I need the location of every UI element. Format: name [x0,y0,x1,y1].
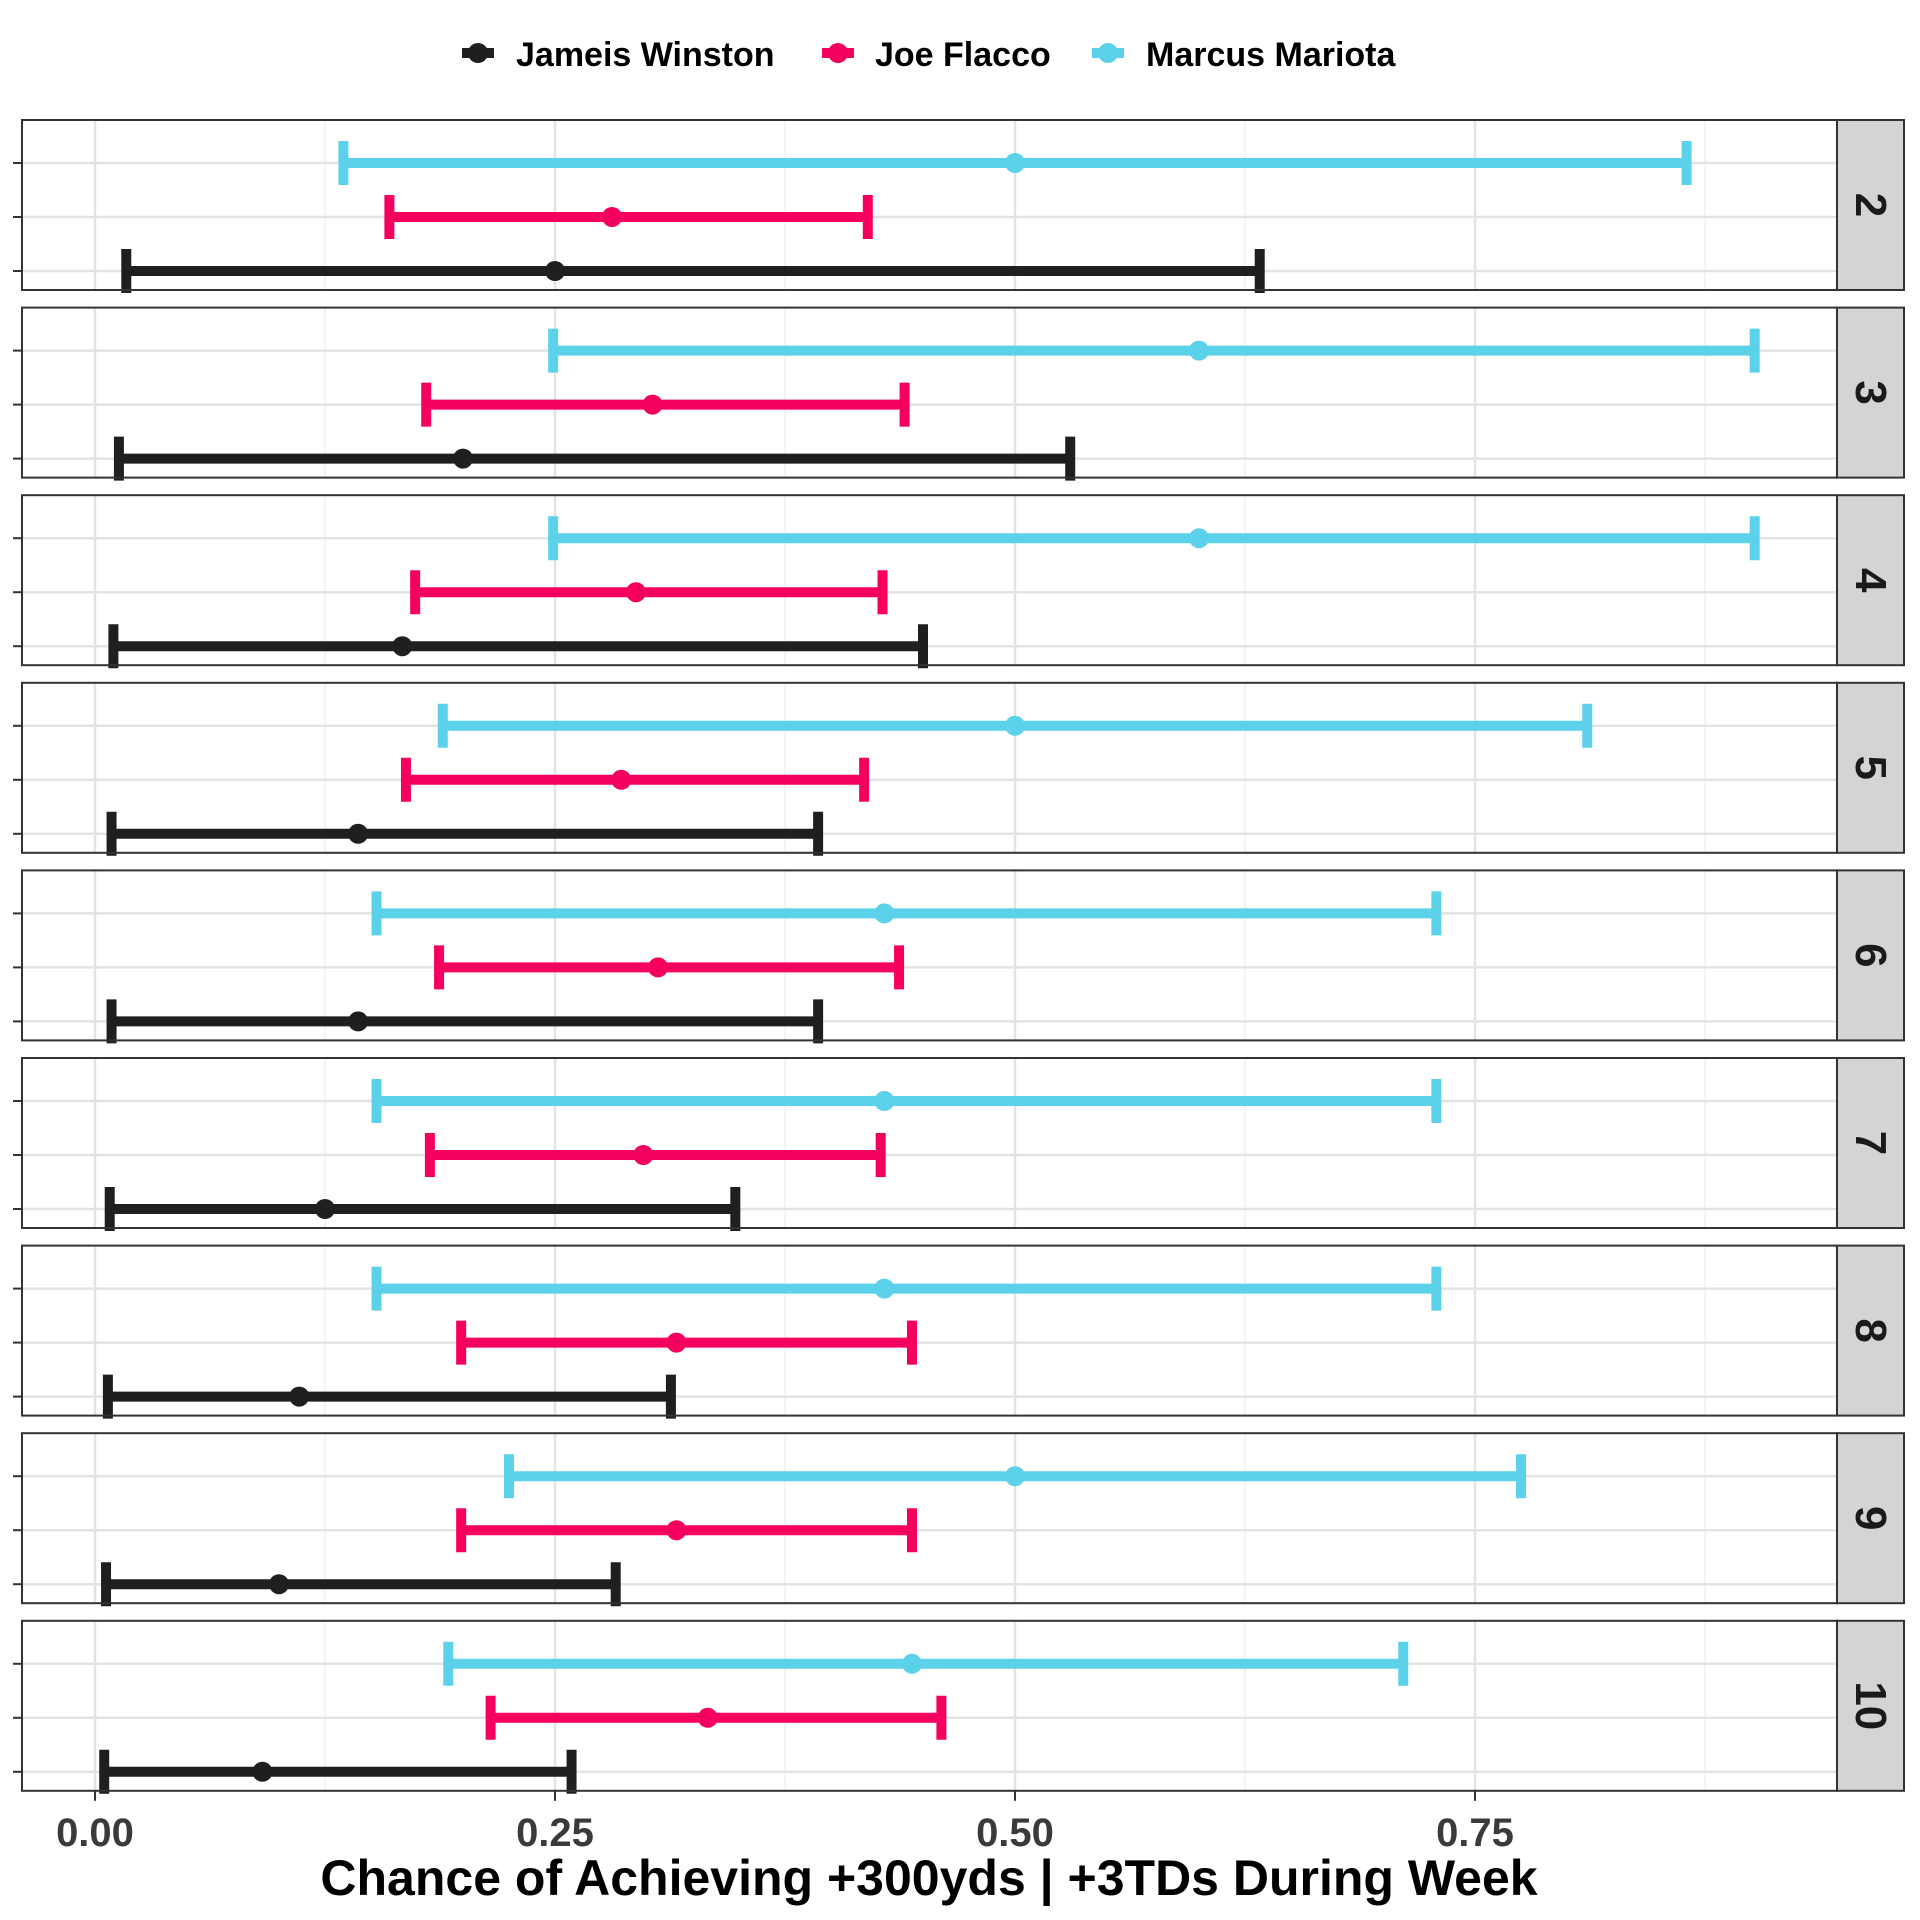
x-tick-label-2: 0.25 [516,1811,594,1855]
facet-label-2: 2 [1846,193,1895,217]
point-estimate-3-week-2 [1005,153,1025,173]
facet-strip-7 [1836,1057,1905,1229]
facet-strip-9 [1836,1432,1905,1605]
facet-label-4: 4 [1846,568,1895,593]
facet-strip-2 [1836,119,1905,291]
facet-strip-8 [1836,1244,1905,1417]
point-estimate-2-week-3 [642,394,663,415]
facet-label-6: 6 [1846,943,1895,967]
facet-label-8: 8 [1846,1318,1895,1342]
panel-2 [22,120,1837,290]
point-estimate-2-week-8 [666,1332,687,1353]
panel-6 [22,870,1837,1041]
facet-strip-6 [1836,869,1905,1042]
facet-label-5: 5 [1846,756,1895,780]
point-estimate-2-week-4 [625,582,646,603]
point-estimate-2-week-5 [611,769,632,790]
point-estimate-1-week-2 [545,261,565,281]
facet-label-9: 9 [1846,1506,1895,1530]
x-tick-label-3: 0.50 [976,1811,1054,1855]
facet-strip-3 [1836,306,1905,479]
panel-5 [22,682,1837,853]
point-estimate-3-week-6 [874,903,895,924]
panel-4 [22,495,1837,666]
legend-key-point-1 [468,43,488,63]
point-estimate-2-week-7 [633,1145,654,1165]
point-estimate-1-week-3 [453,448,473,469]
x-tick-label-4: 0.75 [1436,1811,1514,1855]
point-estimate-3-week-7 [874,1091,895,1111]
legend-key-point-2 [828,43,848,63]
point-estimate-3-week-8 [874,1278,895,1299]
facet-strip-4 [1836,494,1905,667]
legend-label-2: Joe Flacco [875,36,1051,74]
x-axis-title: Chance of Achieving +300yds | +3TDs Duri… [320,1850,1537,1907]
legend-label-3: Marcus Mariota [1146,36,1396,74]
panel-3 [22,307,1837,478]
facet-label-7: 7 [1846,1131,1895,1155]
point-estimate-1-week-4 [392,636,413,657]
facet-strip-5 [1836,681,1905,854]
facet-label-10: 10 [1846,1681,1895,1730]
legend-label-1: Jameis Winston [516,36,775,74]
panel-9 [22,1433,1837,1604]
panel-10 [22,1620,1837,1791]
point-estimate-3-week-10 [901,1653,922,1674]
point-estimate-2-week-9 [666,1520,687,1541]
x-tick-label-1: 0.00 [56,1811,134,1855]
facet-strip-10 [1836,1619,1905,1792]
facet-label-3: 3 [1846,380,1895,404]
point-estimate-1-week-7 [315,1199,335,1219]
point-estimate-3-week-4 [1189,528,1209,549]
point-estimate-2-week-6 [648,957,669,978]
point-estimate-1-week-5 [348,823,369,844]
point-estimate-3-week-5 [1005,715,1025,736]
point-estimate-2-week-10 [697,1707,718,1728]
point-estimate-1-week-6 [348,1011,369,1032]
point-estimate-3-week-9 [1005,1466,1025,1487]
point-estimate-3-week-3 [1189,340,1209,361]
legend-key-point-3 [1098,43,1118,63]
panel-7 [22,1058,1837,1228]
point-estimate-2-week-2 [602,207,623,227]
point-estimate-1-week-8 [289,1386,310,1407]
point-estimate-1-week-10 [252,1761,273,1782]
point-estimate-1-week-9 [269,1574,289,1595]
